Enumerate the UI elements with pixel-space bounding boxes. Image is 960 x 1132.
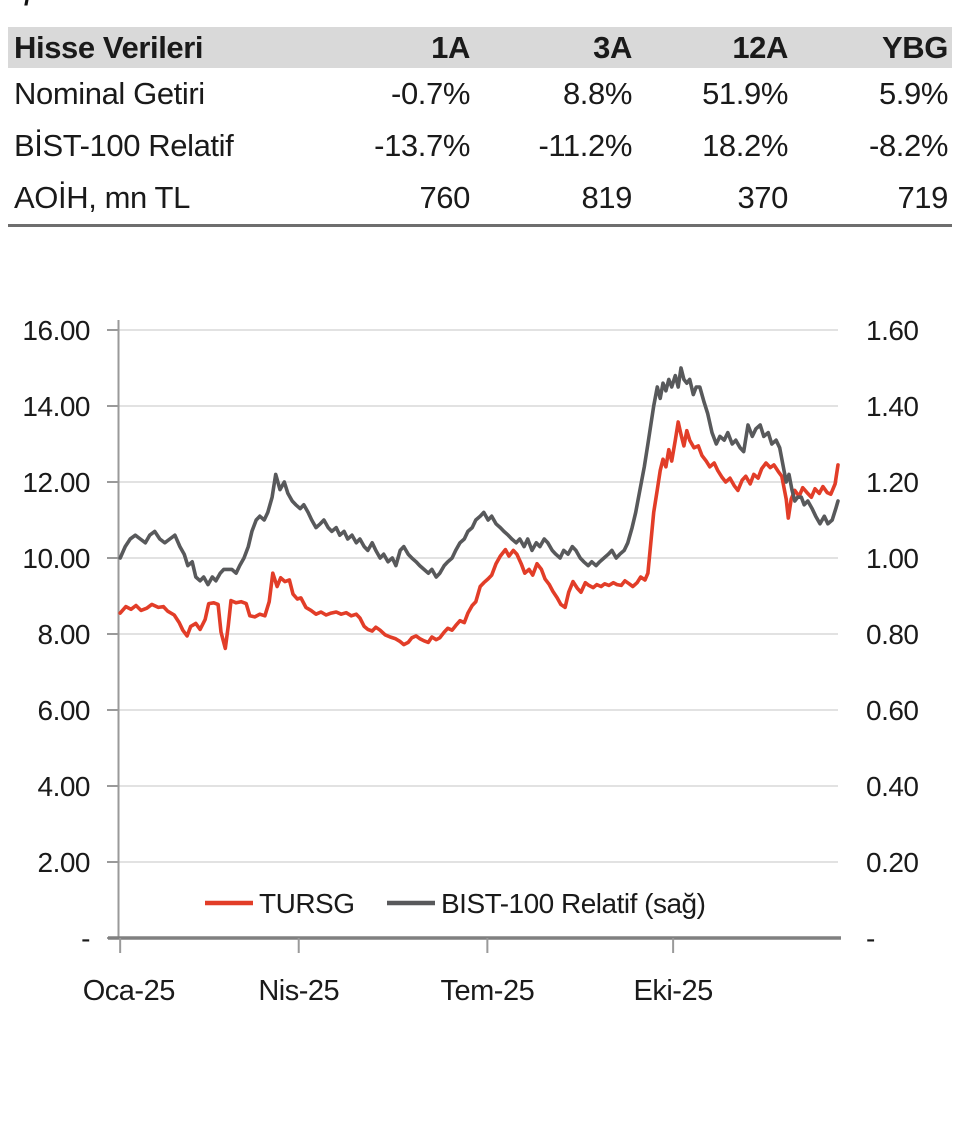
legend-label-tursg: TURSG bbox=[259, 888, 355, 919]
left-axis-label: 6.00 bbox=[38, 695, 91, 726]
column-header-3a: 3A bbox=[470, 27, 632, 68]
left-axis-label: 14.00 bbox=[22, 391, 90, 422]
left-axis-label: 8.00 bbox=[38, 619, 91, 650]
x-axis-label: Eki-25 bbox=[634, 975, 713, 1007]
row-value: 819 bbox=[581, 180, 632, 215]
row-label: BİST-100 Relatif bbox=[14, 128, 234, 163]
cropped-text-fragment: / bbox=[24, 0, 44, 9]
left-axis-label: 2.00 bbox=[38, 847, 91, 878]
row-value: 8.8% bbox=[562, 76, 632, 111]
right-axis-label: 1.00 bbox=[866, 543, 919, 574]
left-axis-label: 12.00 bbox=[22, 467, 90, 498]
table-row: BİST-100 Relatif -13.7% -11.2% 18.2% -8.2% bbox=[8, 120, 952, 172]
left-axis-label: - bbox=[81, 923, 90, 954]
table-header-row: Hisse Verileri 1A 3A 12A YBG bbox=[8, 27, 952, 68]
row-value: -8.2% bbox=[869, 128, 948, 163]
table-row: Nominal Getiri -0.7% 8.8% 51.9% 5.9% bbox=[8, 68, 952, 120]
right-axis-label: 1.40 bbox=[866, 391, 919, 422]
row-value: -13.7% bbox=[374, 128, 470, 163]
left-axis-label: 4.00 bbox=[38, 771, 91, 802]
right-axis-label: 1.60 bbox=[866, 315, 919, 346]
legend-label-bist100-relatif: BIST-100 Relatif (sağ) bbox=[441, 888, 705, 919]
row-value: -11.2% bbox=[538, 128, 632, 163]
row-value: -0.7% bbox=[391, 76, 470, 111]
x-axis-label: Oca-25 bbox=[83, 975, 175, 1007]
left-axis-label: 16.00 bbox=[22, 315, 90, 346]
column-header-1a: 1A bbox=[328, 27, 470, 68]
row-value: 5.9% bbox=[878, 76, 948, 111]
hisse-verileri-table: Hisse Verileri 1A 3A 12A YBG Nominal Get… bbox=[8, 27, 952, 227]
series-line-tursg bbox=[118, 420, 840, 651]
table-row: AOİH, mn TL 760 819 370 719 bbox=[8, 172, 952, 226]
row-value: 51.9% bbox=[702, 76, 788, 111]
row-label: AOİH, mn TL bbox=[14, 180, 190, 215]
x-axis-label: Nis-25 bbox=[258, 975, 339, 1007]
column-header-12a: 12A bbox=[632, 27, 788, 68]
row-value: 18.2% bbox=[702, 128, 788, 163]
x-axis-label: Tem-25 bbox=[441, 975, 535, 1007]
left-axis-label: 10.00 bbox=[22, 543, 90, 574]
right-axis-label: - bbox=[866, 923, 875, 954]
column-header-ybg: YBG bbox=[788, 27, 952, 68]
row-value: 370 bbox=[737, 180, 788, 215]
right-axis-label: 0.60 bbox=[866, 695, 919, 726]
table-body: Nominal Getiri -0.7% 8.8% 51.9% 5.9% BİST-100… bbox=[8, 68, 952, 226]
row-value: 760 bbox=[419, 180, 470, 215]
table-title: Hisse Verileri bbox=[8, 27, 328, 68]
right-axis-label: 0.40 bbox=[866, 771, 919, 802]
right-axis-label: 1.20 bbox=[866, 467, 919, 498]
row-label: Nominal Getiri bbox=[14, 76, 205, 111]
right-axis-label: 0.80 bbox=[866, 619, 919, 650]
right-axis-label: 0.20 bbox=[866, 847, 919, 878]
row-value: 719 bbox=[897, 180, 948, 215]
cropped-glyph: / bbox=[24, 0, 44, 9]
series-line-bist100-relatif bbox=[118, 366, 840, 587]
